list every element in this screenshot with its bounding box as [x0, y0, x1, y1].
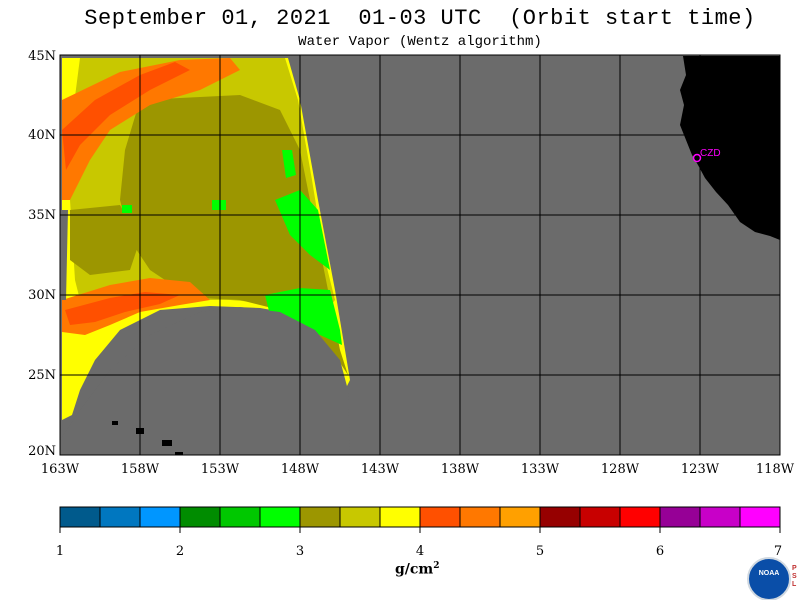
island-hawaii [175, 452, 183, 455]
lon-label-148w: 148W [280, 462, 320, 477]
graticule [60, 55, 780, 455]
map-title: September 01, 2021 01-03 UTC (Orbit star… [84, 6, 756, 31]
swath-green-dot-b [212, 200, 226, 210]
swath-dark-olive-west [70, 205, 140, 275]
station-czd-marker [692, 153, 702, 163]
lon-label-158w: 158W [120, 462, 160, 477]
noaa-logo-text: NOAA [758, 570, 780, 577]
lon-label-153w: 153W [200, 462, 240, 477]
swath-green-east [275, 190, 330, 270]
colorbar-swatch [259, 506, 301, 528]
colorbar-swatch [459, 506, 501, 528]
swath-green-southeast [265, 288, 342, 345]
map-subtitle: Water Vapor (Wentz algorithm) [298, 34, 542, 50]
colorbar-label-7: 7 [773, 544, 783, 559]
north-america-land [680, 56, 780, 240]
swath-green-dot-a [122, 205, 132, 213]
colorbar-swatch [539, 506, 581, 528]
lon-label-128w: 128W [600, 462, 640, 477]
noaa-logo [747, 557, 791, 600]
colorbar-swatch [619, 506, 661, 528]
swath-west-gap [60, 210, 68, 300]
colorbar-swatch [579, 506, 621, 528]
colorbar-swatch [499, 506, 541, 528]
lon-label-138w: 138W [440, 462, 480, 477]
colorbar-label-5: 5 [535, 544, 545, 559]
swath-green-north [282, 150, 296, 178]
colorbar-swatch [179, 506, 221, 528]
lon-label-123w: 123W [680, 462, 720, 477]
colorbar-swatch [59, 506, 101, 528]
island-kauai [112, 421, 118, 425]
lat-label-20n: 20N [28, 444, 56, 459]
lon-label-133w: 133W [520, 462, 560, 477]
colorbar-label-6: 6 [655, 544, 665, 559]
lat-label-45n: 45N [28, 49, 56, 64]
swath-gap-arc [60, 307, 350, 455]
colorbar-swatch [139, 506, 181, 528]
colorbar-label-2: 2 [175, 544, 185, 559]
colorbar-swatch [379, 506, 421, 528]
colorbar-swatch [219, 506, 261, 528]
lat-label-25n: 25N [28, 368, 56, 383]
lon-label-118w: 118W [755, 462, 795, 477]
colorbar-swatch [99, 506, 141, 528]
colorbar-swatch [339, 506, 381, 528]
station-czd-label: CZD [700, 148, 721, 159]
colorbar-swatch [299, 506, 341, 528]
colorbar-swatch [419, 506, 461, 528]
colorbar-unit: g/cm2 [395, 561, 440, 578]
colorbar-swatch [659, 506, 701, 528]
colorbar-label-3: 3 [295, 544, 305, 559]
water-vapor-swath [60, 58, 350, 455]
colorbar-unit-exponent: 2 [433, 561, 440, 571]
swath-orange-deep-south [65, 292, 180, 325]
lon-label-163w: 163W [40, 462, 80, 477]
lat-label-40n: 40N [28, 128, 56, 143]
colorbar-label-1: 1 [55, 544, 65, 559]
colorbar [59, 506, 781, 533]
lat-label-35n: 35N [28, 208, 56, 223]
lat-label-30n: 30N [28, 288, 56, 303]
colorbar-swatch [699, 506, 741, 528]
colorbar-label-4: 4 [415, 544, 425, 559]
baja-coast [712, 168, 722, 184]
colorbar-unit-text: g/cm [395, 561, 434, 578]
swath-orange-north [62, 58, 240, 200]
swath-orange-deep-north [62, 62, 190, 170]
lon-label-143w: 143W [360, 462, 400, 477]
colorbar-swatch [739, 506, 781, 528]
island-maui [162, 440, 172, 446]
map-frame [59, 54, 781, 456]
